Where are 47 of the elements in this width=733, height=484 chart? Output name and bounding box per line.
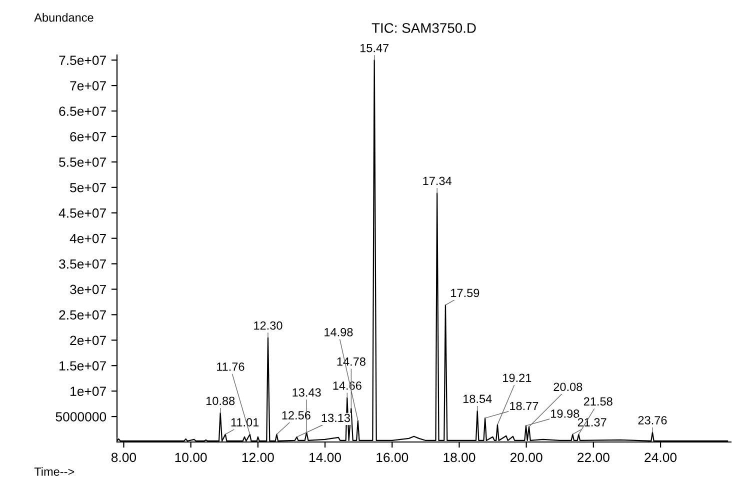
annotation: 10.88 <box>206 396 235 406</box>
x-tick-label: 12.00 <box>242 452 274 462</box>
chart-title: TIC: SAM3750.D <box>372 23 476 33</box>
annotation: 18.54 <box>463 394 492 404</box>
annotation: 23.76 <box>638 416 667 424</box>
x-tick-label: 24.00 <box>644 452 677 462</box>
x-axis-title: Time--> <box>34 467 74 476</box>
annotation: 20.08 <box>554 382 582 392</box>
annotation: 11.76 <box>216 362 244 371</box>
annotation: 17.59 <box>451 288 480 298</box>
y-tick-label: 5.5e+07 <box>59 158 106 167</box>
x-tick-label: 22.00 <box>578 452 610 462</box>
y-tick-label: 2.5e+07 <box>59 310 106 320</box>
y-tick-label: 4e+07 <box>70 234 106 244</box>
y-tick-label: 6e+07 <box>70 132 106 142</box>
y-tick-label: 3e+07 <box>70 284 106 294</box>
x-tick-label: 14.00 <box>310 452 342 462</box>
y-tick-label: 4.5e+07 <box>58 208 106 218</box>
x-tick-label: 18.00 <box>444 452 476 462</box>
y-tick-label: 5000000 <box>56 412 106 422</box>
annotation: 12.56 <box>282 411 310 420</box>
x-tick-label: 8.00 <box>111 452 136 462</box>
annotation: 21.58 <box>584 397 612 406</box>
y-tick-label: 3.5e+07 <box>59 259 106 269</box>
annotation: 18.77 <box>510 402 538 410</box>
annotation: 13.13 <box>322 414 350 422</box>
x-tick-label: 16.00 <box>376 452 408 462</box>
y-tick-label: 1.5e+07 <box>60 361 106 371</box>
annotation: 21.37 <box>578 418 606 426</box>
y-tick-label: 7e+07 <box>70 81 106 90</box>
annotation: 11.01 <box>231 418 259 426</box>
x-tick-label: 10.00 <box>175 452 207 462</box>
annotation: 19.21 <box>503 374 532 382</box>
annotation: 13.43 <box>292 388 321 397</box>
annotation: 15.47 <box>360 44 389 52</box>
y-tick-label: 1e+07 <box>70 386 106 396</box>
y-axis-title: Abundance <box>34 13 94 22</box>
x-tick-label: 20.00 <box>510 452 542 462</box>
annotation: 14.78 <box>337 357 366 366</box>
annotation: 19.98 <box>551 409 580 418</box>
annotation: 17.34 <box>423 176 452 186</box>
annotation: 14.98 <box>324 328 353 336</box>
y-tick-label: 5e+07 <box>70 182 106 192</box>
y-tick-label: 7.5e+07 <box>59 56 106 66</box>
y-tick-label: 2e+07 <box>70 336 106 346</box>
y-tick-label: 6.5e+07 <box>59 106 106 116</box>
annotation: 12.30 <box>254 321 282 330</box>
